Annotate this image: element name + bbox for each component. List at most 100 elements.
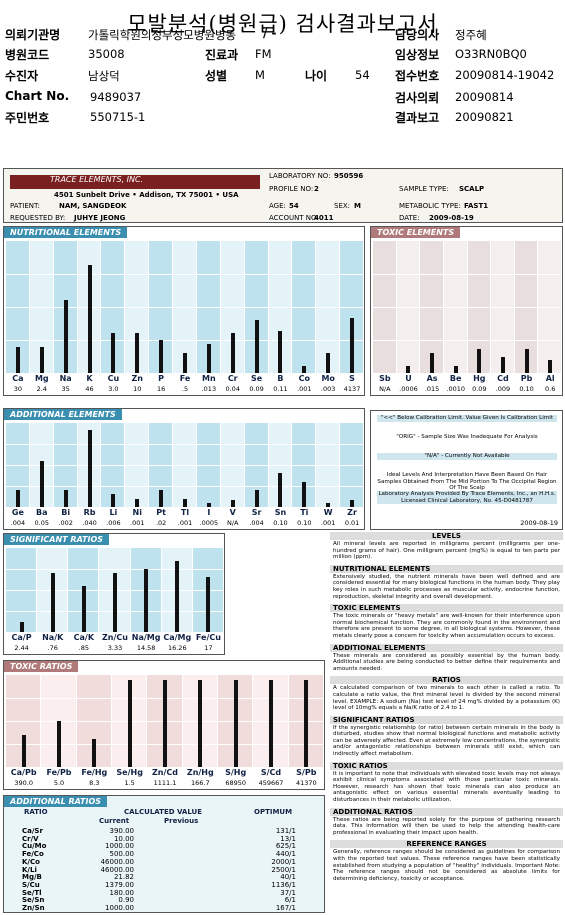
band-line <box>373 307 397 308</box>
note-text: The toxic minerals or "heavy metals" are… <box>333 613 560 639</box>
band-line <box>173 486 197 487</box>
symbol: I <box>207 508 211 517</box>
band-line <box>149 274 174 275</box>
note: REFERENCE RANGES Generally, reference ran… <box>330 840 563 883</box>
band-line <box>244 307 269 308</box>
result: 0.01 <box>344 519 360 527</box>
lab-name: TRACE ELEMENTS, INC. <box>10 175 260 189</box>
table-header: Current <box>99 817 130 825</box>
panel-title: SIGNIFICANT RATIOS <box>4 534 109 545</box>
note-text: Extensively studied, the nutrient minera… <box>333 573 560 600</box>
result: .002 <box>58 519 73 527</box>
band-line <box>101 465 126 466</box>
ratio-optimum: 167/1 <box>275 904 296 912</box>
band-line <box>467 274 492 275</box>
result: 0.10 <box>519 385 534 393</box>
symbol: Se <box>250 374 263 383</box>
result: 2.44 <box>14 644 29 652</box>
table-header: Previous <box>164 817 199 825</box>
band-line <box>292 444 317 445</box>
bar <box>87 429 92 507</box>
band-line <box>443 274 468 275</box>
symbol: Na/Mg <box>131 633 161 642</box>
symbol: Co <box>298 374 310 383</box>
lab-field-value: JUHYE JEONG <box>74 214 126 222</box>
bar <box>63 300 68 373</box>
result: 68950 <box>225 779 246 787</box>
band-line <box>443 340 468 341</box>
symbol: Ca <box>12 374 24 383</box>
symbol: Tl <box>180 508 190 517</box>
result: 0.6 <box>545 385 556 393</box>
bar <box>183 353 187 373</box>
panel-title: TOXIC RATIOS <box>4 661 79 672</box>
lab-field-label: PATIENT: <box>10 202 40 210</box>
field-value: FM <box>255 47 272 61</box>
bar <box>111 333 116 373</box>
panel: TOXIC ELEMENTS Sb N/A U .0006 As .015 Be .0010 Hg… <box>370 226 563 396</box>
band-line <box>149 486 174 487</box>
lab-field-label: SEX: <box>334 202 351 210</box>
ratio-optimum: 131/1 <box>275 827 296 835</box>
bar <box>175 560 180 632</box>
note: TOXIC RATIOS It is important to note that… <box>330 761 563 805</box>
result: 3.0 <box>108 385 119 393</box>
bar <box>21 734 26 767</box>
note: SIGNIFICANT RATIOS If the synergistic rel… <box>330 715 563 759</box>
band-line <box>420 307 444 308</box>
lab-field-value: M <box>354 202 361 210</box>
note-heading: TOXIC ELEMENTS <box>330 604 563 613</box>
lab-field-value: SCALP <box>459 185 485 193</box>
panel-title: TOXIC ELEMENTS <box>371 227 461 238</box>
field-label: 임상정보 <box>395 48 440 62</box>
symbol: Cd <box>497 374 509 383</box>
result: 459667 <box>258 779 284 787</box>
band-line <box>220 486 245 487</box>
band-line <box>173 307 197 308</box>
band-line <box>41 698 77 699</box>
legend-item: Ideal Levels And Interpretation Have Bee… <box>377 472 557 492</box>
field-value: 20090814 <box>455 90 514 104</box>
bar <box>19 621 24 632</box>
band-line <box>538 274 562 275</box>
result: .02 <box>155 519 167 527</box>
band-line <box>125 274 150 275</box>
band-line <box>244 274 269 275</box>
result: 46 <box>85 385 94 393</box>
result: 35 <box>61 385 70 393</box>
band-line <box>316 340 341 341</box>
band-line <box>420 340 444 341</box>
band-line <box>6 569 38 570</box>
note-text: Generally, reference ranges should be co… <box>333 849 560 882</box>
band-line <box>29 340 54 341</box>
band-line <box>149 307 174 308</box>
symbol: V <box>229 508 236 517</box>
band-line <box>6 590 38 591</box>
band-line <box>196 307 221 308</box>
result: 0.10 <box>273 519 288 527</box>
field-label: 나이 <box>305 69 328 83</box>
note-heading: ADDITIONAL RATIOS <box>330 807 563 816</box>
bar <box>230 333 235 373</box>
band-line <box>196 465 221 466</box>
ratio-optimum: 37/1 <box>280 888 296 897</box>
note-heading: LEVELS <box>330 532 563 540</box>
ratio-name: S/Cu <box>22 880 40 889</box>
bar <box>500 357 505 373</box>
note-heading: TOXIC RATIOS <box>330 761 563 770</box>
ratio-name: Se/Sn <box>22 896 45 905</box>
lab-header: TRACE ELEMENTS, INC. 4501 Sunbelt Drive … <box>3 168 563 223</box>
note-heading: ADDITIONAL ELEMENTS <box>330 643 563 652</box>
band-line <box>101 444 126 445</box>
ratio-optimum: 40/1 <box>280 873 296 882</box>
band-line <box>244 444 269 445</box>
lab-address: 4501 Sunbelt Drive • Addison, TX 75001 •… <box>54 191 239 199</box>
symbol: Fe/Pb <box>46 768 72 777</box>
band-line <box>196 486 221 487</box>
field-label: Chart No. <box>5 89 70 103</box>
lab-field-label: AGE: <box>269 202 286 210</box>
ratio-optimum: 2500/1 <box>271 865 296 874</box>
bar <box>254 320 259 373</box>
bar <box>144 569 149 632</box>
ratio-current: 1000.00 <box>105 842 134 851</box>
